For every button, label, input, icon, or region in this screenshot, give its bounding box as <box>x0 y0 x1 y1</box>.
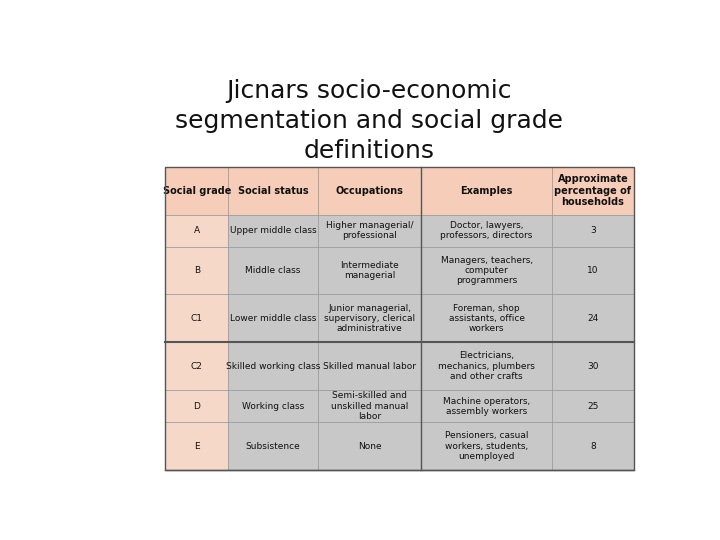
Bar <box>166 167 228 214</box>
Text: D: D <box>193 402 200 411</box>
Text: Subsistence: Subsistence <box>246 442 300 451</box>
Text: 24: 24 <box>588 314 598 323</box>
Bar <box>552 247 634 294</box>
Text: B: B <box>194 266 200 275</box>
Bar <box>318 422 421 470</box>
Bar <box>552 422 634 470</box>
Bar <box>552 294 634 342</box>
Text: 30: 30 <box>588 362 599 371</box>
Text: Electricians,
mechanics, plumbers
and other crafts: Electricians, mechanics, plumbers and ot… <box>438 352 535 381</box>
Bar <box>166 422 228 470</box>
Text: Pensioners, casual
workers, students,
unemployed: Pensioners, casual workers, students, un… <box>445 431 528 461</box>
Bar <box>318 247 421 294</box>
Bar <box>228 247 318 294</box>
Text: Higher managerial/
professional: Higher managerial/ professional <box>325 221 413 240</box>
Text: Examples: Examples <box>461 186 513 195</box>
Bar <box>552 342 634 390</box>
Text: Junior managerial,
supervisory, clerical
administrative: Junior managerial, supervisory, clerical… <box>324 303 415 333</box>
Bar <box>318 390 421 422</box>
Bar <box>421 247 552 294</box>
Text: C2: C2 <box>191 362 202 371</box>
Text: Machine operators,
assembly workers: Machine operators, assembly workers <box>443 396 531 416</box>
Text: Social grade: Social grade <box>163 186 231 195</box>
Text: Doctor, lawyers,
professors, directors: Doctor, lawyers, professors, directors <box>441 221 533 240</box>
Bar <box>228 390 318 422</box>
Bar <box>228 167 318 214</box>
Bar <box>318 294 421 342</box>
Text: A: A <box>194 226 200 235</box>
Bar <box>166 342 228 390</box>
Bar <box>552 214 634 247</box>
Text: Managers, teachers,
computer
programmers: Managers, teachers, computer programmers <box>441 255 533 286</box>
Text: Foreman, shop
assistants, office
workers: Foreman, shop assistants, office workers <box>449 303 525 333</box>
Bar <box>421 294 552 342</box>
Text: Lower middle class: Lower middle class <box>230 314 316 323</box>
Bar <box>421 422 552 470</box>
Bar <box>421 342 552 390</box>
Text: 10: 10 <box>588 266 599 275</box>
Bar <box>166 294 228 342</box>
Bar <box>421 167 552 214</box>
Text: Social status: Social status <box>238 186 308 195</box>
Text: Middle class: Middle class <box>245 266 300 275</box>
Bar <box>552 167 634 214</box>
Bar <box>421 390 552 422</box>
Bar <box>318 214 421 247</box>
Bar <box>421 214 552 247</box>
Bar <box>318 167 421 214</box>
Text: Jicnars socio-economic
segmentation and social grade
definitions: Jicnars socio-economic segmentation and … <box>175 79 563 163</box>
Text: Working class: Working class <box>242 402 304 411</box>
Bar <box>318 342 421 390</box>
Bar <box>552 390 634 422</box>
Text: 25: 25 <box>588 402 598 411</box>
Text: E: E <box>194 442 199 451</box>
Bar <box>166 390 228 422</box>
Bar <box>228 342 318 390</box>
Text: 3: 3 <box>590 226 596 235</box>
Bar <box>228 214 318 247</box>
Bar <box>228 294 318 342</box>
Text: 8: 8 <box>590 442 596 451</box>
Bar <box>228 422 318 470</box>
Text: Approximate
percentage of
households: Approximate percentage of households <box>554 174 631 207</box>
Text: None: None <box>358 442 382 451</box>
Bar <box>166 214 228 247</box>
Bar <box>166 167 634 470</box>
Text: Semi-skilled and
unskilled manual
labor: Semi-skilled and unskilled manual labor <box>330 392 408 421</box>
Text: Upper middle class: Upper middle class <box>230 226 316 235</box>
Text: Occupations: Occupations <box>336 186 403 195</box>
Text: Intermediate
managerial: Intermediate managerial <box>340 261 399 280</box>
Text: Skilled working class: Skilled working class <box>225 362 320 371</box>
Text: Skilled manual labor: Skilled manual labor <box>323 362 416 371</box>
Text: C1: C1 <box>191 314 203 323</box>
Bar <box>166 247 228 294</box>
